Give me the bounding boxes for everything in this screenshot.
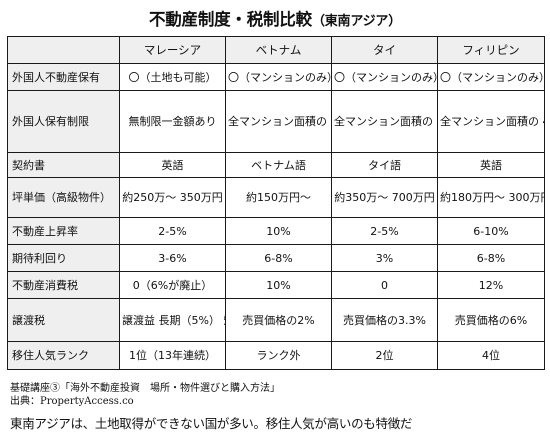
table-cell: 約250万～ 350万円 [119,177,226,218]
row-label: 不動産消費税 [7,271,120,299]
page-title: 不動産制度・税制比較（東南アジア） [0,6,550,30]
table-cell: 全マンション面積の 30%までだが ほぼリース権 [225,90,332,153]
table-row: 期待利回り 3-6% 6-8% 3% 6-8% [7,244,545,272]
table-cell: 2位 [331,341,438,370]
table-cell: 3% [331,244,438,272]
table-cell: 2-5% [331,217,438,245]
row-label: 期待利回り [7,244,120,272]
column-header-malaysia: マレーシア [119,36,226,64]
row-label: 譲渡税 [7,298,120,342]
source-note: 基礎講座③「海外不動産投資 場所・物件選びと購入方法」 出典：PropertyA… [10,382,280,408]
comparison-table: マレーシア ベトナム タイ フィリピン 外国人不動産保有 〇（土地も可能） 〇（… [7,36,545,370]
table-row: 外国人不動産保有 〇（土地も可能） 〇（マンションのみ） 〇（マンションのみ） … [7,63,545,91]
table-cell: ベトナム語 [225,152,332,178]
table-cell: 売買価格の2% [225,298,332,342]
source-line-2: 出典：PropertyAccess.co [10,396,134,407]
row-label: 契約書 [7,152,120,178]
row-label: 外国人保有制限 [7,90,120,153]
table-cell: 12% [437,271,545,299]
table-cell: 6-8% [437,244,545,272]
source-line-1: 基礎講座③「海外不動産投資 場所・物件選びと購入方法」 [10,383,280,394]
table-cell: 約150万円～ [225,177,332,218]
table-row: 譲渡税 譲渡益 長期（5%） 短期（30%） 売買価格の2% 売買価格の3.3%… [7,298,545,342]
table-cell: 売買価格の6% [437,298,545,342]
table-cell: タイ語 [331,152,438,178]
table-cell: 〇（土地も可能） [119,63,226,91]
column-header-vietnam: ベトナム [225,36,332,64]
table-cell: 0（6%が廃止） [119,271,226,299]
column-header-thailand: タイ [331,36,438,64]
column-header-philippines: フィリピン [437,36,545,64]
table-cell: 〇（マンションのみ） [331,63,438,91]
table-cell: 譲渡益 長期（5%） 短期（30%） [119,298,226,342]
table-cell: 英語 [119,152,226,178]
title-sub: （東南アジア） [311,14,402,29]
table-cell: 全マンション面積の 49%までだが 1戸単位は100% [331,90,438,153]
table-row: 坪単価（高級物件） 約250万～ 350万円 約150万円～ 約350万～ 70… [7,177,545,218]
table-cell: 6-10% [437,217,545,245]
table-cell: 売買価格の3.3% [331,298,438,342]
row-label: 不動産上昇率 [7,217,120,245]
caption: 東南アジアは、土地取得ができない国が多い。移住人気が高いのも特徴だ [10,416,413,431]
table-row: 移住人気ランク 1位（13年連続） ランク外 2位 4位 [7,341,545,370]
table-row: 外国人保有制限 無制限一金額あり 全マンション面積の 30%までだが ほぼリース… [7,90,545,153]
table-cell: 約180万円～ 300万円 [437,177,545,218]
table-cell: 6-8% [225,244,332,272]
table-cell: 〇（マンションのみ） [437,63,545,91]
table-cell: 2-5% [119,217,226,245]
table-row: 不動産消費税 0（6%が廃止） 10% 0 12% [7,271,545,299]
table-cell: 0 [331,271,438,299]
table-cell: 10% [225,271,332,299]
table-cell: 無制限一金額あり [119,90,226,153]
table-header-row: マレーシア ベトナム タイ フィリピン [7,36,545,64]
row-label: 外国人不動産保有 [7,63,120,91]
table-cell: 3-6% [119,244,226,272]
table-cell: 英語 [437,152,545,178]
row-label: 移住人気ランク [7,341,120,370]
title-main: 不動産制度・税制比較 [148,10,312,29]
header-corner-cell [7,36,120,64]
table-cell: 〇（マンションのみ） [225,63,332,91]
table-row: 不動産上昇率 2-5% 10% 2-5% 6-10% [7,217,545,245]
table-cell: 10% [225,217,332,245]
table-cell: 全マンション面積の 40%までだが 1戸単位は100% [437,90,545,153]
table-cell: ランク外 [225,341,332,370]
table-row: 契約書 英語 ベトナム語 タイ語 英語 [7,152,545,178]
row-label: 坪単価（高級物件） [7,177,120,218]
table-cell: 約350万～ 700万円 [331,177,438,218]
table-cell: 1位（13年連続） [119,341,226,370]
table-cell: 4位 [437,341,545,370]
